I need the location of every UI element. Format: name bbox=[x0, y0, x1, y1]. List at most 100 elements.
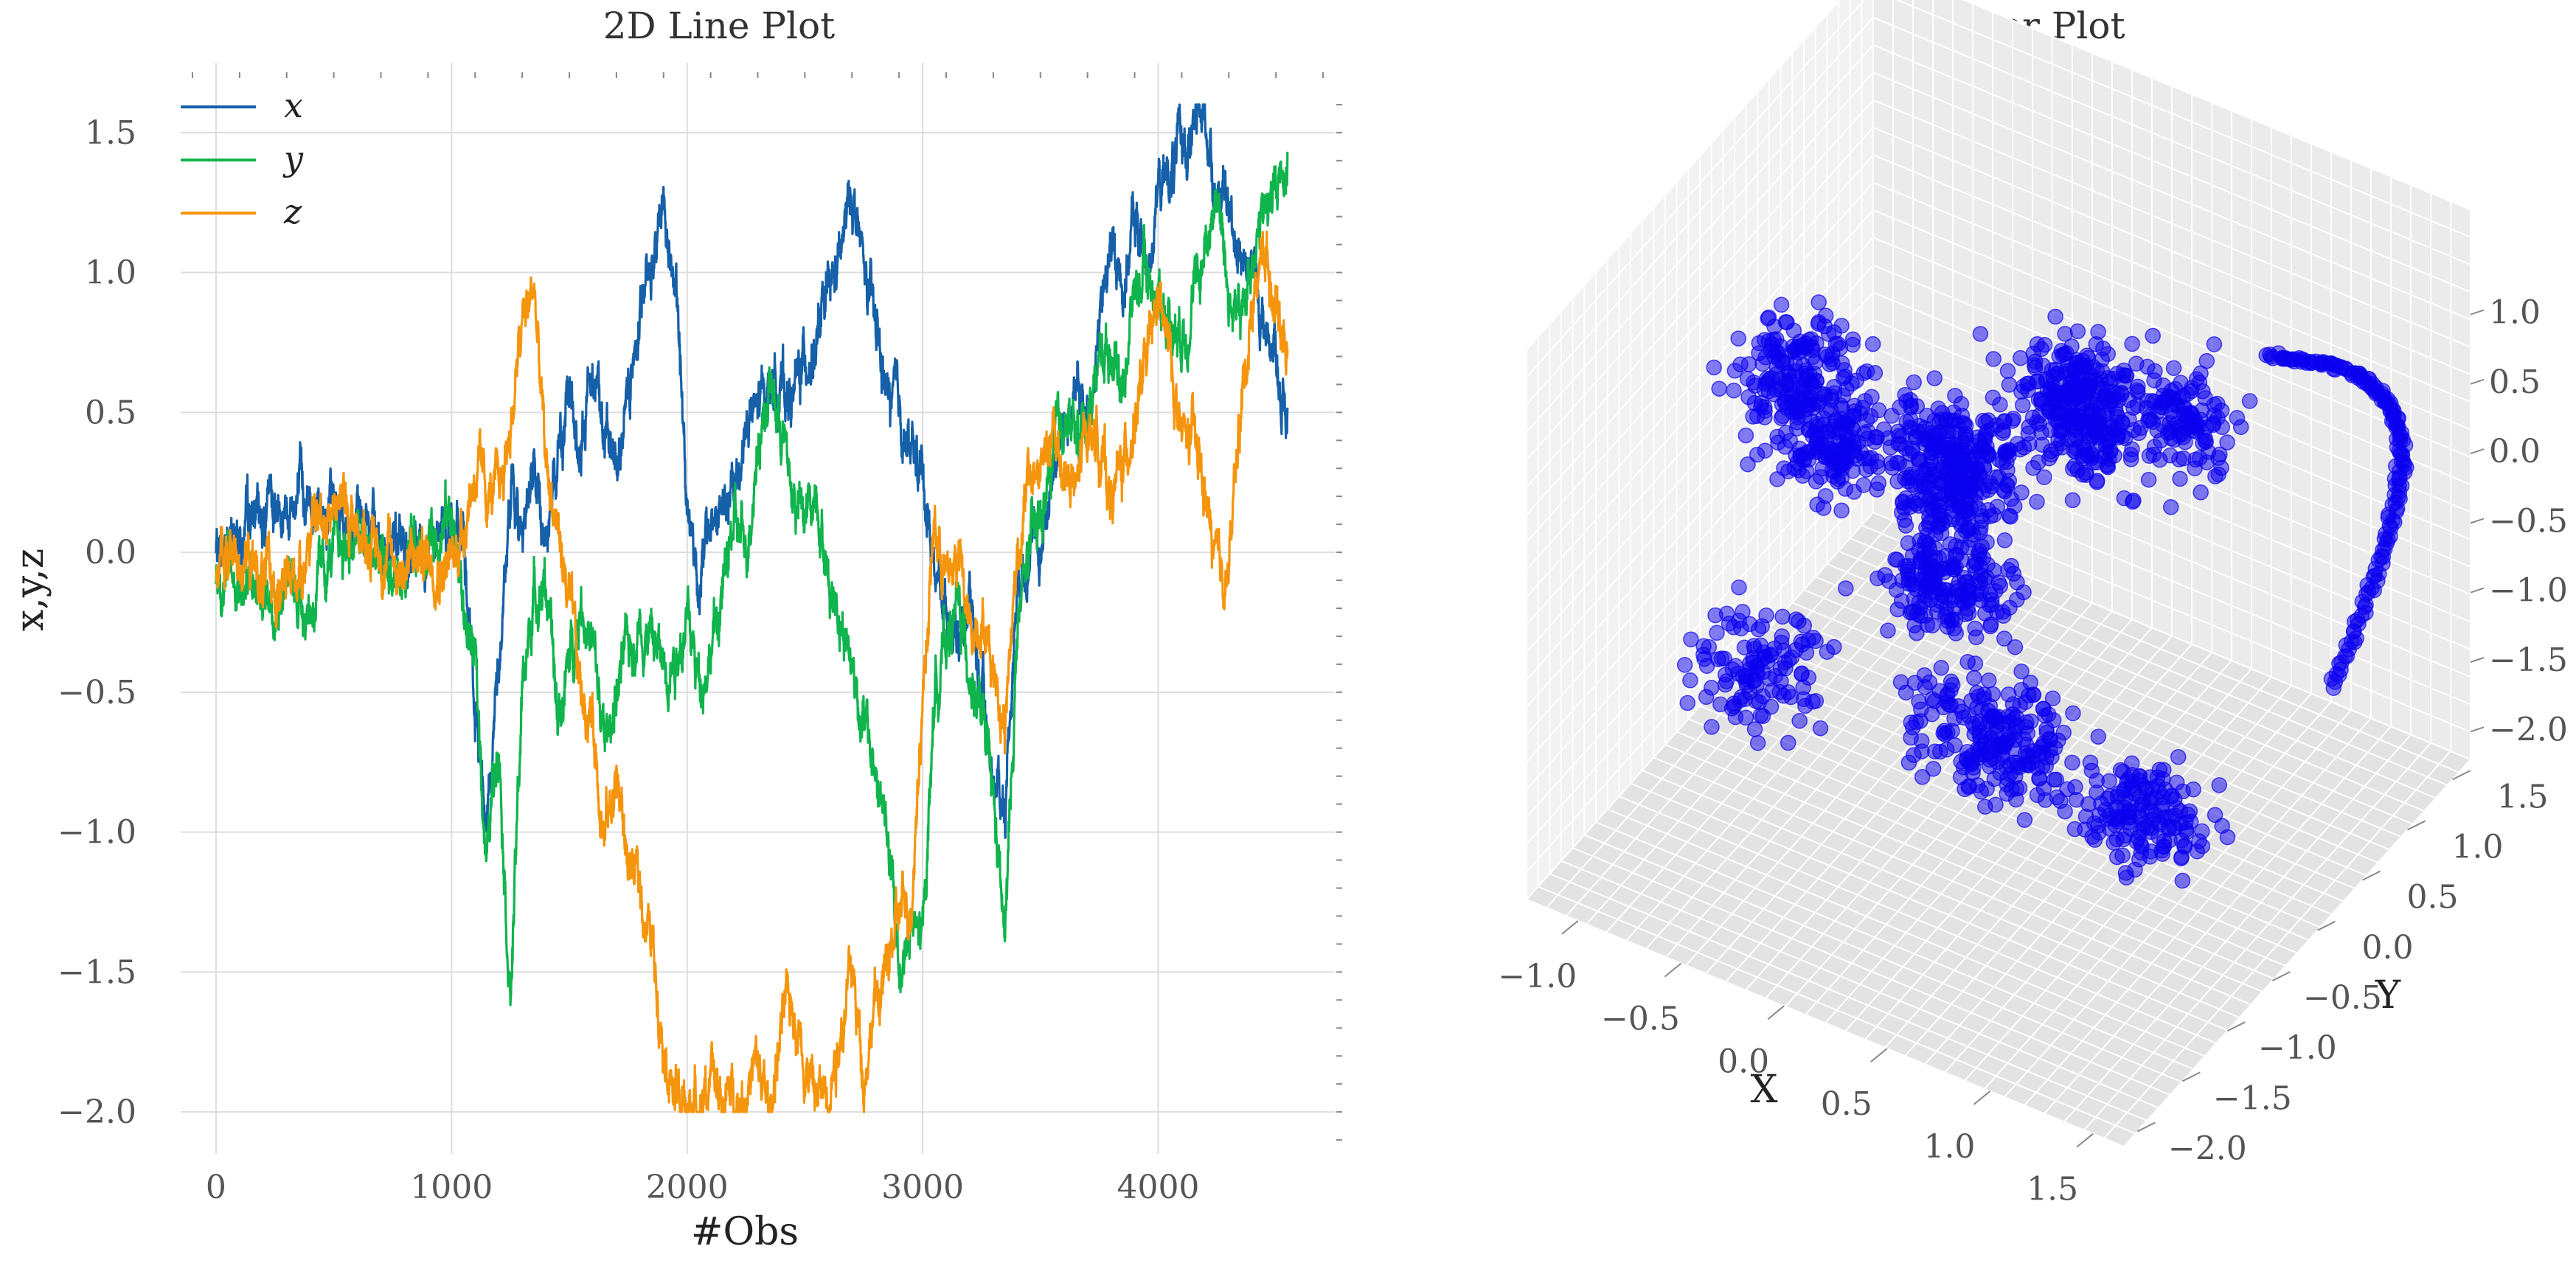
y-tick-label-3d: 0.0 bbox=[2361, 929, 2413, 967]
scatter-point bbox=[1946, 710, 1962, 727]
scatter-point bbox=[1701, 639, 1718, 655]
x-tick-3d bbox=[1664, 962, 1682, 978]
scatter-point bbox=[1830, 424, 1847, 441]
scatter-point bbox=[1917, 564, 1934, 580]
legend-label-x: x bbox=[284, 86, 303, 125]
scatter-point bbox=[1914, 769, 1931, 785]
scatter-point bbox=[2124, 804, 2140, 821]
scatter-point bbox=[1977, 798, 1993, 815]
scatter-point bbox=[1709, 624, 1725, 641]
scatter-point bbox=[1880, 622, 1896, 639]
y-tick-3d bbox=[2452, 770, 2471, 781]
scatter-point bbox=[2000, 686, 2017, 703]
scatter-point bbox=[1796, 691, 1812, 707]
scatter-point bbox=[1870, 402, 1887, 419]
scatter-point bbox=[1923, 455, 1940, 471]
scatter-point bbox=[2105, 835, 2122, 851]
grid-line-3d bbox=[2103, 751, 2451, 1139]
scatter-point bbox=[2021, 748, 2037, 765]
y-tick-3d bbox=[2226, 1021, 2246, 1032]
scatter-point bbox=[2080, 434, 2097, 450]
scatter-point bbox=[1972, 326, 1989, 342]
scatter-point bbox=[1777, 439, 1794, 455]
scatter-point bbox=[1846, 403, 1863, 420]
x-tick-label: 0 bbox=[206, 1169, 226, 1206]
scatter-point bbox=[2094, 363, 2111, 380]
scatter-point bbox=[2193, 484, 2209, 501]
scatter-point bbox=[1961, 778, 1978, 794]
scatter-plot-3d: 3D Scatter Plot −1.0−0.50.00.51.01.5−2.0… bbox=[1498, 0, 2568, 1208]
y-tick-label: 0.0 bbox=[85, 534, 136, 571]
scatter-point bbox=[1918, 479, 1934, 495]
scatter-point bbox=[2064, 492, 2081, 509]
scatter-point bbox=[1817, 389, 1833, 405]
grid-line-3d bbox=[1872, 127, 2471, 375]
scatter-point bbox=[2136, 815, 2152, 832]
scatter-point bbox=[1805, 342, 1821, 358]
grid-line-3d bbox=[1872, 154, 2471, 403]
scatter-point bbox=[2012, 441, 2028, 458]
scatter-point bbox=[2124, 441, 2140, 458]
scatter-point bbox=[1706, 359, 1722, 376]
scatter-point bbox=[2004, 413, 2021, 429]
scatter-point bbox=[1973, 559, 1989, 576]
scatter-point bbox=[1930, 400, 1947, 417]
scatter-point bbox=[2007, 639, 2024, 655]
scatter-point bbox=[1775, 688, 1792, 704]
scatter-point bbox=[2219, 829, 2236, 846]
scatter-point bbox=[1717, 676, 1734, 693]
scatter-point bbox=[1953, 539, 1970, 556]
scatter-plot-x-axis-label: X bbox=[1750, 1068, 1777, 1112]
scatter-point bbox=[2206, 336, 2223, 352]
line-plot-x-axis-label: #Obs bbox=[691, 1210, 799, 1254]
scatter-point bbox=[2219, 434, 2235, 450]
scatter-point bbox=[2048, 440, 2064, 457]
grid-line-3d bbox=[1526, 127, 1874, 515]
y-tick-label: 1.5 bbox=[85, 114, 136, 152]
scatter-point bbox=[1904, 476, 1920, 493]
grid-line-3d bbox=[2063, 734, 2412, 1123]
scatter-point bbox=[2038, 373, 2055, 389]
scatter-point bbox=[2162, 414, 2179, 431]
x-tick-label-3d: −1.0 bbox=[1498, 958, 1577, 995]
grid-line-3d bbox=[1526, 0, 1866, 378]
scatter-point bbox=[2113, 385, 2130, 401]
scatter-point bbox=[2194, 838, 2211, 855]
scatter-point bbox=[2027, 357, 2043, 374]
scatter-point bbox=[1790, 344, 1807, 361]
scatter-point bbox=[1995, 425, 2011, 442]
scatter-point bbox=[1922, 584, 1939, 601]
scatter-point bbox=[2068, 352, 2085, 368]
scatter-point bbox=[1947, 436, 1963, 453]
scatter-point bbox=[1909, 429, 1925, 445]
series-line-z bbox=[215, 230, 1289, 1113]
z-tick-3d bbox=[2470, 726, 2485, 733]
scatter-point bbox=[1971, 717, 1987, 734]
scatter-point bbox=[1943, 682, 1959, 698]
grid-line-3d bbox=[1526, 0, 1841, 350]
line-plot-legend: xyz bbox=[181, 86, 304, 232]
scatter-point bbox=[1716, 650, 1732, 667]
scatter-point bbox=[1737, 709, 1754, 726]
scatter-point bbox=[2025, 686, 2041, 703]
scatter-point bbox=[1731, 579, 1747, 596]
scatter-point bbox=[1996, 630, 2013, 647]
legend-label-z: z bbox=[283, 192, 302, 232]
z-tick-3d bbox=[2470, 448, 2485, 455]
scatter-point bbox=[1968, 629, 1985, 646]
scatter-point bbox=[2149, 422, 2166, 439]
scatter-point bbox=[2090, 818, 2106, 834]
scatter-point bbox=[2065, 705, 2081, 722]
scatter-point bbox=[1773, 673, 1789, 689]
scatter-point bbox=[1825, 468, 1841, 484]
z-tick-label-3d: −1.0 bbox=[2489, 572, 2568, 610]
scatter-point bbox=[1943, 611, 1960, 628]
scatter-point bbox=[2083, 762, 2100, 779]
scatter-point bbox=[2029, 335, 2046, 352]
scatter-point bbox=[1967, 655, 1984, 672]
scatter-point bbox=[1986, 562, 2002, 579]
scatter-point bbox=[1877, 567, 1893, 583]
scatter-point bbox=[2197, 432, 2213, 449]
scatter-point bbox=[1737, 674, 1754, 690]
scatter-point bbox=[1979, 444, 1996, 461]
